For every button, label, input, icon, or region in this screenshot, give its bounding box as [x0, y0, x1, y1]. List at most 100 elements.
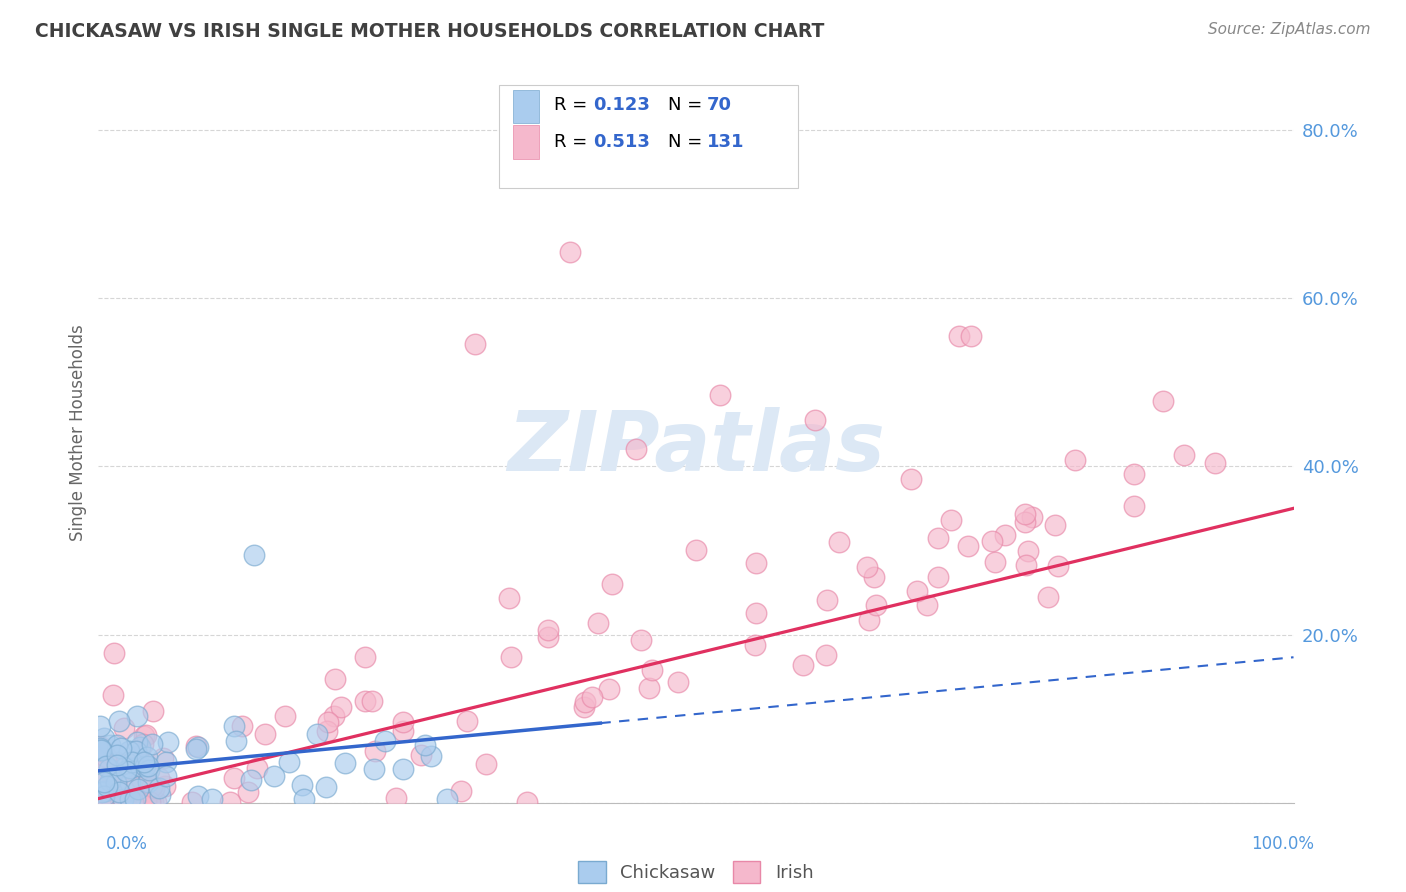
Point — [89, 740, 111, 755]
Point — [90, 743, 112, 757]
Point — [120, 791, 142, 805]
Point — [637, 681, 659, 695]
Point — [814, 648, 837, 663]
Text: 131: 131 — [707, 133, 744, 151]
Point — [1047, 559, 1070, 574]
Point — [96, 780, 118, 794]
Point — [315, 780, 337, 794]
Point — [89, 795, 111, 809]
Point — [114, 760, 136, 774]
Point — [141, 737, 163, 751]
Point — [222, 771, 245, 785]
Point — [135, 728, 157, 742]
Point — [856, 559, 879, 574]
Point — [138, 763, 160, 777]
Point — [815, 593, 838, 607]
Point — [105, 738, 128, 752]
Point — [121, 795, 143, 809]
Point — [128, 740, 150, 755]
Point — [291, 778, 314, 792]
Point — [184, 742, 207, 756]
Point — [136, 775, 159, 789]
Point — [243, 548, 266, 562]
Point — [666, 675, 689, 690]
Point — [90, 795, 112, 809]
Point — [1014, 507, 1036, 521]
Point — [1063, 453, 1085, 467]
Point — [148, 772, 170, 786]
Point — [236, 785, 259, 799]
Point — [200, 791, 222, 805]
Point — [145, 795, 167, 809]
Point — [187, 789, 209, 804]
Point — [330, 700, 353, 714]
Point — [132, 729, 155, 743]
Point — [984, 555, 1007, 569]
Point — [135, 794, 157, 808]
Text: 0.0%: 0.0% — [105, 835, 148, 853]
Point — [120, 761, 142, 775]
Point — [157, 735, 180, 749]
Text: Source: ZipAtlas.com: Source: ZipAtlas.com — [1208, 22, 1371, 37]
Point — [125, 744, 148, 758]
Point — [155, 755, 177, 769]
Point — [93, 745, 115, 759]
Point — [1173, 448, 1195, 462]
Text: 100.0%: 100.0% — [1251, 835, 1315, 853]
Point — [574, 695, 596, 709]
Point — [420, 748, 443, 763]
Point — [148, 781, 170, 796]
Point — [103, 795, 125, 809]
Point — [155, 769, 177, 783]
Point — [127, 709, 149, 723]
Point — [89, 742, 111, 756]
Point — [134, 759, 156, 773]
Point — [464, 337, 486, 351]
Point — [391, 762, 413, 776]
Point — [222, 719, 245, 733]
Point — [91, 795, 114, 809]
Point — [98, 738, 121, 752]
Point — [456, 714, 478, 728]
Point — [105, 747, 128, 762]
Point — [581, 690, 603, 704]
Point — [101, 688, 124, 702]
Point — [292, 791, 315, 805]
Point — [1021, 510, 1043, 524]
Point — [994, 528, 1017, 542]
Point — [132, 755, 155, 769]
Point — [100, 769, 122, 783]
Point — [1014, 515, 1036, 529]
Point — [131, 772, 153, 787]
Point — [917, 599, 939, 613]
Point — [105, 757, 128, 772]
Point — [112, 791, 135, 805]
Point — [114, 764, 136, 778]
Text: 0.513: 0.513 — [593, 133, 650, 151]
Point — [586, 615, 609, 630]
Point — [685, 543, 707, 558]
Point — [107, 785, 129, 799]
Point — [1123, 500, 1146, 514]
Point — [516, 795, 538, 809]
Point — [120, 776, 142, 790]
Point — [374, 734, 396, 748]
Point — [322, 708, 344, 723]
Point — [231, 718, 253, 732]
Point — [218, 795, 240, 809]
Point — [640, 663, 662, 677]
Point — [93, 775, 115, 789]
Point — [127, 782, 149, 797]
Point — [941, 512, 963, 526]
Point — [93, 731, 115, 745]
Point — [141, 779, 163, 793]
Point — [354, 649, 377, 664]
Point — [263, 769, 285, 783]
Point — [125, 735, 148, 749]
Point — [115, 795, 138, 809]
Point — [1036, 591, 1059, 605]
Point — [112, 721, 135, 735]
Point — [110, 741, 132, 756]
Point — [474, 756, 496, 771]
Point — [149, 789, 172, 803]
